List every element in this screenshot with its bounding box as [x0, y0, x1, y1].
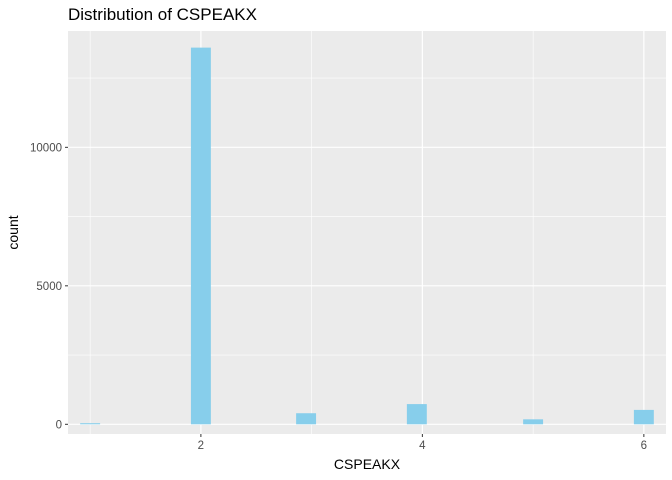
y-tick-label: 5000: [36, 281, 62, 293]
axis-ticks: [65, 146, 645, 437]
histogram-bar: [523, 419, 544, 425]
x-tick-label: 2: [198, 440, 204, 452]
bars: [80, 47, 654, 425]
plot-panel: [68, 31, 666, 434]
y-tick-label: 10000: [30, 142, 62, 154]
histogram-bar: [80, 423, 101, 425]
y-tick-label: 0: [56, 419, 62, 431]
chart-title: Distribution of CSPEAKX: [68, 5, 257, 24]
x-axis-title: CSPEAKX: [334, 456, 401, 472]
histogram-bar: [296, 413, 317, 425]
x-tick-label: 4: [419, 440, 426, 452]
x-tick-label: 6: [641, 440, 647, 452]
minor-gridlines: [68, 31, 666, 434]
x-axis-tick-labels: 2 4 6: [198, 440, 647, 452]
y-axis-tick-labels: 0 5000 10000: [30, 142, 62, 431]
histogram-bar: [406, 404, 427, 425]
histogram-bar: [190, 47, 211, 425]
histogram-bar: [633, 409, 654, 425]
y-axis-title: count: [5, 215, 21, 249]
